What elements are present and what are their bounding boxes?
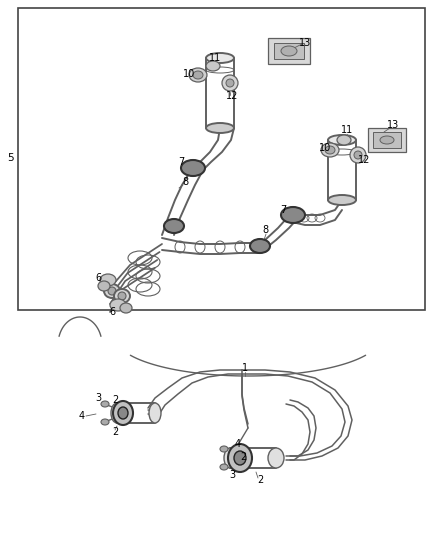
Ellipse shape [206,61,220,71]
Text: 12: 12 [358,155,370,165]
Ellipse shape [268,448,284,468]
Ellipse shape [226,79,234,87]
Text: 6: 6 [95,273,101,283]
Text: 4: 4 [235,439,241,449]
Ellipse shape [281,46,297,56]
Text: 1: 1 [242,363,248,373]
Ellipse shape [118,407,128,419]
Ellipse shape [380,136,394,144]
Ellipse shape [113,401,133,425]
Text: 10: 10 [319,143,331,153]
Ellipse shape [206,53,234,63]
Text: 5: 5 [7,153,13,163]
Text: 3: 3 [95,393,101,403]
Text: 6: 6 [109,307,115,317]
Ellipse shape [164,219,184,233]
Ellipse shape [222,75,238,91]
Text: 7: 7 [178,157,184,167]
Ellipse shape [111,403,123,423]
Ellipse shape [328,135,356,145]
Ellipse shape [281,207,305,223]
Ellipse shape [220,464,228,470]
Text: 2: 2 [112,427,118,437]
Bar [368,128,406,152]
Bar [373,132,401,148]
Text: 7: 7 [280,205,286,215]
Ellipse shape [234,451,246,465]
Ellipse shape [98,281,110,291]
Text: 4: 4 [79,411,85,421]
Text: 2: 2 [257,475,263,485]
Ellipse shape [110,299,126,311]
Ellipse shape [114,289,130,303]
Text: 13: 13 [299,38,311,48]
Text: 11: 11 [341,125,353,135]
Ellipse shape [108,287,116,295]
Text: 11: 11 [209,53,221,63]
Ellipse shape [101,401,109,407]
Text: 3: 3 [229,470,235,480]
Ellipse shape [250,239,270,253]
Ellipse shape [181,160,205,176]
Bar [268,38,310,64]
Ellipse shape [193,71,203,79]
Ellipse shape [224,448,236,468]
Text: 2: 2 [112,395,118,405]
Text: 8: 8 [182,177,188,187]
Ellipse shape [354,151,362,159]
Text: 13: 13 [387,120,399,130]
Ellipse shape [220,446,228,452]
Ellipse shape [100,274,116,286]
Ellipse shape [321,143,339,157]
Bar [18,8,425,310]
Text: 8: 8 [262,225,268,235]
Ellipse shape [206,123,234,133]
Text: 10: 10 [183,69,195,79]
Ellipse shape [350,147,366,163]
Ellipse shape [189,68,207,82]
Ellipse shape [120,303,132,313]
Ellipse shape [118,292,126,300]
Ellipse shape [325,146,335,154]
Ellipse shape [104,284,120,298]
Text: 12: 12 [226,91,238,101]
Ellipse shape [101,419,109,425]
Ellipse shape [149,403,161,423]
Text: 2: 2 [240,452,246,462]
Ellipse shape [328,195,356,205]
Bar [274,43,304,59]
Ellipse shape [337,135,351,145]
Ellipse shape [228,444,252,472]
